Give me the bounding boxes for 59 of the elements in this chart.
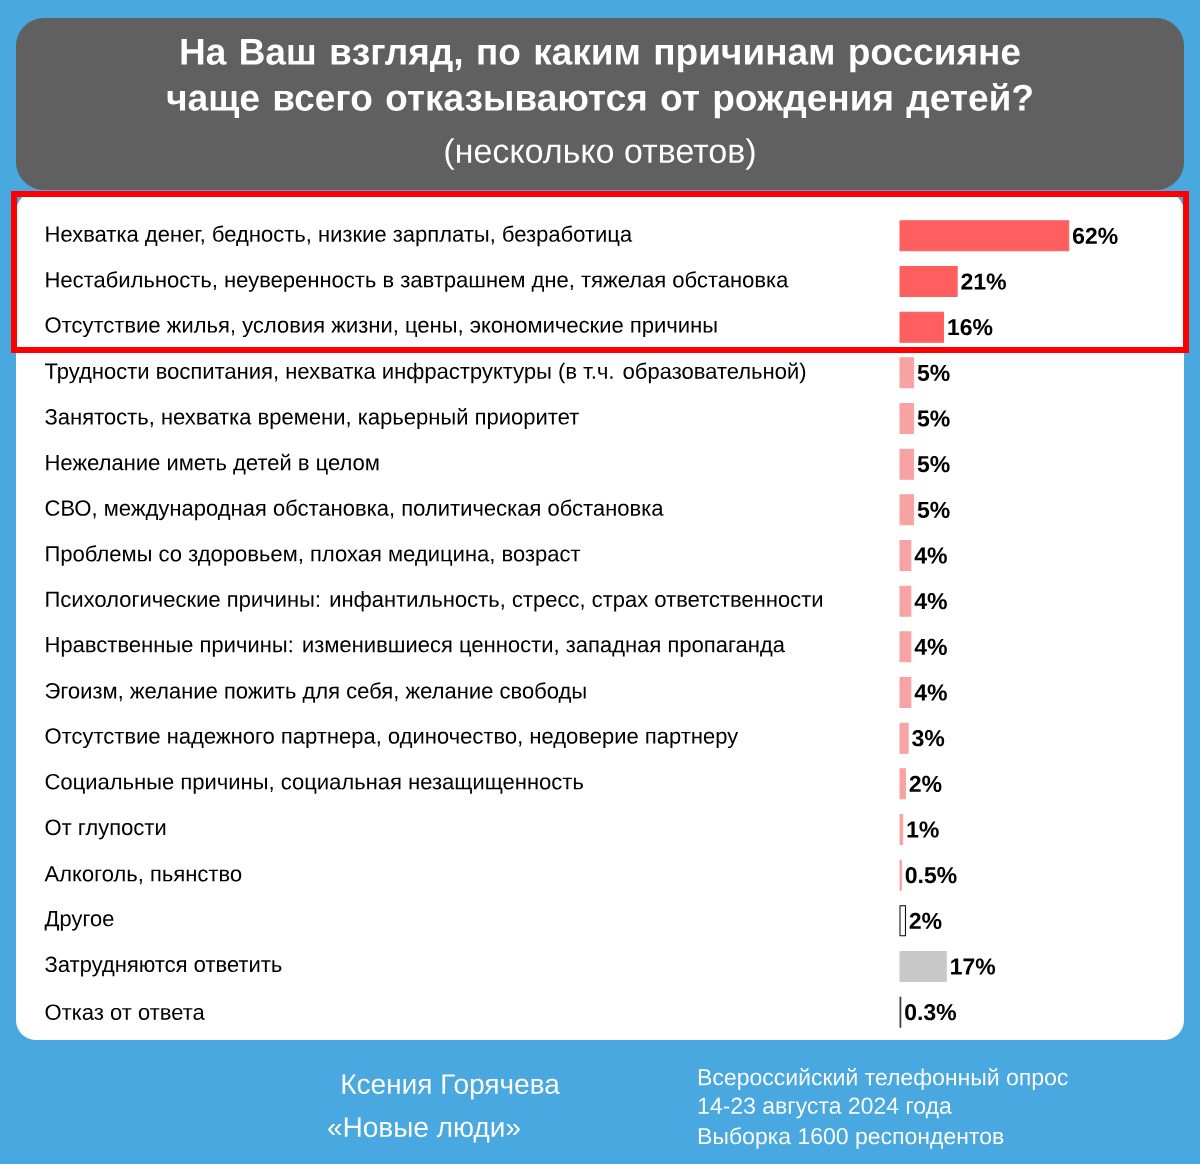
bar [899,448,915,480]
data-label: 62% [1073,227,1118,244]
bar [899,722,909,754]
data-label: 0.5% [905,867,957,884]
y-tick-label: Нестабильность, неуверенность в завтрашнем дне, тяжелая обстановка [46,271,789,292]
data-label: 21% [961,273,1006,290]
text: Ксения Горячева [342,1074,560,1100]
y-tick-label: Алкоголь, пьянство [44,866,242,885]
bar [899,905,906,937]
y-tick-label: Социальные причины, социальная незащищенность [45,773,583,794]
y-tick-label: Нехватка денег, бедность, низкие зарплаты, безработица [46,225,633,247]
data-label: 17% [951,958,996,975]
bar [899,403,915,435]
bar [899,631,912,663]
bar [899,311,945,343]
y-tick-label: От глупости [45,819,166,840]
text: На Ваш взгляд, по каким причинам россияне чаще всего отказываются от рождения детей? [167,39,1032,119]
y-tick-label: Отсутствие жилья, условия жизни, цены, экономические причины [45,317,717,338]
data-label: 2% [909,912,942,929]
y-tick-label: Психологические причины: инфантильность, стресс, страх ответственности [46,590,823,612]
bar [899,266,958,298]
text: (несколько ответов) [445,138,755,170]
text: Выборка 1600 респондентов [698,1127,1004,1149]
bar [899,585,912,617]
data-label: 5% [917,456,950,473]
data-label: 4% [914,547,947,564]
data-label: 16% [948,319,993,336]
y-tick-label: Отсутствие надежного партнера, одиночество, недоверие партнеру [45,728,739,749]
y-tick-label: Другое [44,911,114,931]
y-tick-label: Занятость, нехватка времени, карьерный приоритет [45,408,579,429]
bar [899,494,915,526]
data-label: 5% [917,501,950,518]
data-label: 4% [914,593,947,610]
y-tick-label: Отказ от ответа [45,1004,205,1020]
bar [899,768,906,800]
bar [899,540,912,572]
text: Всероссийский телефонный опрос [698,1068,1068,1090]
bar [899,677,912,709]
bar [899,951,947,983]
bar [899,357,915,389]
data-label: 5% [917,410,950,427]
data-label: 2% [909,775,942,792]
text: «Новые люди» [328,1117,520,1143]
data-label: 4% [914,638,947,655]
data-label: 3% [912,730,945,747]
bar [899,220,1070,252]
y-tick-label: Проблемы со здоровьем, плохая медицина, возраст [46,545,581,566]
bar [899,814,904,846]
data-label: 4% [914,684,947,701]
y-tick-label: Затрудняются ответить [45,956,282,977]
y-tick-label: СВО, международная обстановка, политическая обстановка [45,499,664,521]
data-label: 5% [917,364,950,381]
y-tick-label: Нравственные причины: изменившиеся ценности, западная пропаганда [46,637,785,657]
y-tick-label: Эгоизм, желание пожить для себя, желание свободы [45,682,586,703]
text: 14-23 августа 2024 года [698,1097,952,1119]
y-tick-label: Нежелание иметь детей в целом [46,453,379,475]
y-tick-label: Трудности воспитания, нехватка инфраструктуры (в т.ч. образовательной) [45,362,806,384]
data-label: 0.3% [905,1004,957,1021]
data-label: 1% [907,821,939,838]
